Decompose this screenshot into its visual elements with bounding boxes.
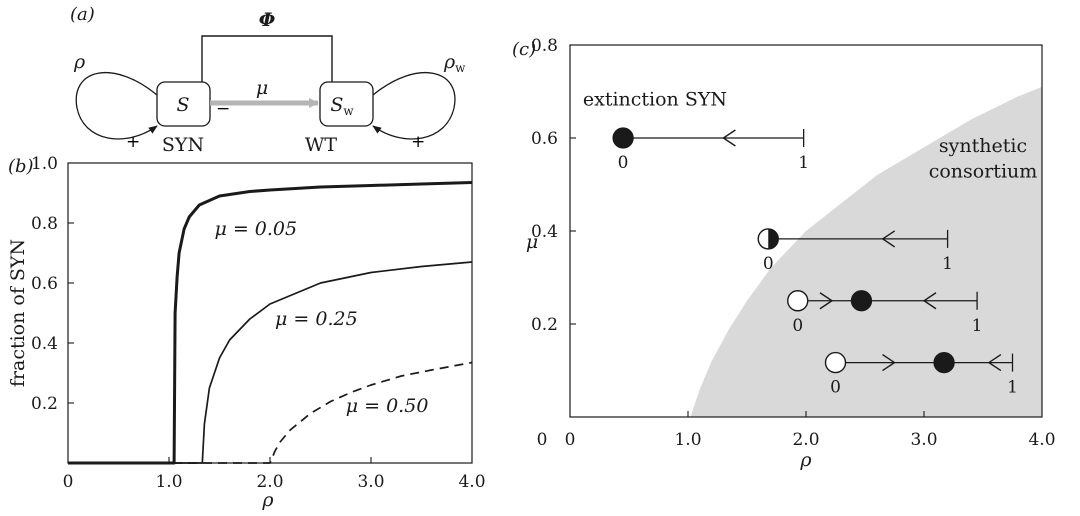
panel-c-origin-label: 0 <box>537 430 548 450</box>
node-wt-label: Sw <box>330 94 354 118</box>
region-label: synthetic <box>939 135 1027 157</box>
flow-direction-arrow <box>722 129 736 147</box>
syn-caption: SYN <box>162 134 204 156</box>
panel-b-xtick-label: 3.0 <box>357 472 384 492</box>
phase-line-one-label: 1 <box>972 316 983 336</box>
panel-c-xtick-label: 4.0 <box>1028 430 1055 450</box>
unstable-fixed-point <box>824 351 847 374</box>
panel-c-ytick-label: 0.8 <box>531 36 558 56</box>
left-loop-label: ρ <box>73 51 86 73</box>
panel-b-xtick-label: 4.0 <box>458 472 485 492</box>
panel-a-letter: (a) <box>70 4 95 25</box>
phase-line-one-label: 1 <box>1007 378 1018 398</box>
phase-line-one-label: 1 <box>798 153 809 173</box>
region-label: consortium <box>929 161 1038 183</box>
panel-b-ytick-label: 0.8 <box>31 214 58 234</box>
plus-sign-right: + <box>411 132 425 152</box>
panel-b-xtick-label: 2.0 <box>256 472 283 492</box>
coupling-bracket <box>201 35 333 118</box>
flow-direction-arrow <box>881 230 896 248</box>
panel-a-diagram: (a) Φ − − ρ + ρw + S Sw μ SYN WT <box>70 4 466 156</box>
flow-direction-arrow <box>987 354 1002 372</box>
panel-c-xlabel: ρ <box>799 449 812 471</box>
node-wt <box>319 81 374 127</box>
stable-fixed-point <box>850 290 873 312</box>
panel-b-series-line-2 <box>68 261 473 464</box>
panel-b-series-line-1 <box>68 181 473 465</box>
phase-line-zero-label: 0 <box>618 153 629 173</box>
panel-b-series-label: μ = 0.50 <box>346 395 429 417</box>
panel-b-ylabel: fraction of SYN <box>7 239 29 387</box>
panel-c-region-labels: extinction SYN synthetic consortium <box>583 88 1037 182</box>
panel-c-xtick-label: 1.0 <box>674 430 701 450</box>
panel-b-ytick-label: 0.4 <box>31 334 58 354</box>
wt-caption: WT <box>305 134 338 156</box>
panel-c-ytick-label: 0.6 <box>531 129 558 149</box>
panel-b-xtick-label: 0 <box>63 472 74 492</box>
panel-b-series-label: μ = 0.05 <box>214 218 297 240</box>
phase-line-zero-label: 0 <box>763 254 774 274</box>
phase-line-zero-label: 0 <box>830 378 841 398</box>
half-stable-fill <box>768 228 779 249</box>
panel-c-ticks: 0 1.0 2.0 3.0 4.0 0 0.2 0.4 0.6 0.8 <box>531 36 1056 450</box>
self-loop-wt <box>372 71 456 140</box>
panel-b-chart: (b) 0 1.0 2.0 3.0 4.0 0.2 0.4 0.6 0.8 1.0 ρ fract… <box>7 154 486 511</box>
node-syn-label: S <box>176 94 189 116</box>
panel-b-letter: (b) <box>8 156 34 177</box>
panel-b-xtick-label: 1.0 <box>155 472 182 492</box>
panel-c-ylabel: μ <box>526 231 538 253</box>
flow-direction-arrow <box>882 354 896 372</box>
flow-direction-arrow <box>922 292 937 310</box>
region-label: extinction SYN <box>583 88 727 110</box>
panel-b-ytick-label: 0.2 <box>31 394 58 414</box>
panel-b-ticks: 0 1.0 2.0 3.0 4.0 0.2 0.4 0.6 0.8 1.0 <box>31 154 486 492</box>
synthetic-consortium-region <box>690 86 1042 418</box>
phase-line-one-label: 1 <box>942 254 953 274</box>
panel-c-region <box>690 86 1042 418</box>
self-loop-syn <box>75 71 158 140</box>
panel-b-ytick-label: 0.6 <box>31 274 58 294</box>
right-loop-label: ρw <box>443 51 466 75</box>
stable-fixed-point <box>612 127 634 149</box>
panel-b-frame <box>67 162 473 464</box>
panel-b-ytick-label: 1.0 <box>31 154 58 174</box>
panel-b-annotations: μ = 0.05 μ = 0.25 μ = 0.50 <box>214 218 428 417</box>
panel-b-xlabel: ρ <box>261 489 274 511</box>
phase-line-zero-label: 0 <box>792 316 803 336</box>
coupling-label: Φ <box>259 9 276 31</box>
flow-direction-arrow <box>819 292 834 310</box>
stable-fixed-point <box>933 351 955 374</box>
panel-b-marks <box>68 181 473 465</box>
panel-c-xtick-label: 3.0 <box>910 430 937 450</box>
unstable-fixed-point <box>787 290 809 312</box>
panel-c-phase-lines: 0 10 10 10 1 <box>612 127 1018 398</box>
panel-c-chart: (c) 0 10 10 10 1 0 1.0 2.0 3.0 4.000.20.40.60.8 … <box>512 36 1056 471</box>
panel-c-xtick-label: 2.0 <box>792 430 819 450</box>
panel-c-letter: (c) <box>512 39 536 60</box>
panel-c-ytick-label: 0.4 <box>531 222 558 242</box>
plus-sign-left: + <box>126 132 140 152</box>
panel-b-series-label: μ = 0.25 <box>275 308 358 330</box>
flow-label: μ <box>256 77 268 99</box>
panel-b-series-line-3 <box>68 361 473 464</box>
panel-c-xtick-label: 0 <box>565 430 576 450</box>
panel-c-ytick-label: 0.2 <box>531 315 558 335</box>
